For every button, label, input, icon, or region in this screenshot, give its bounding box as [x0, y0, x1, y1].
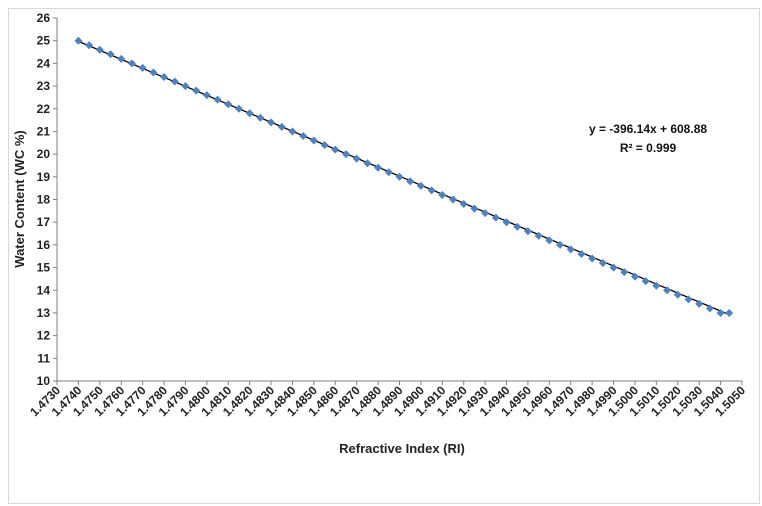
data-point [534, 231, 543, 240]
data-point [224, 100, 233, 109]
data-point [716, 308, 725, 317]
data-point [416, 181, 425, 190]
y-tick-label: 24 [37, 56, 51, 70]
data-point [288, 127, 297, 136]
data-point [138, 63, 147, 72]
trendline-equation: y = -396.14x + 608.88 [589, 122, 707, 136]
data-point [331, 145, 340, 154]
data-point [299, 131, 308, 140]
data-point [705, 304, 714, 313]
data-point [149, 68, 158, 77]
data-point [85, 41, 94, 50]
data-point [352, 154, 361, 163]
y-tick-label: 25 [37, 34, 51, 48]
data-point [491, 213, 500, 222]
data-point [427, 186, 436, 195]
data-point [374, 163, 383, 172]
y-tick-label: 10 [37, 374, 51, 388]
data-point [695, 299, 704, 308]
y-tick-label: 17 [37, 215, 51, 229]
data-point [320, 141, 329, 150]
y-tick-label: 23 [37, 79, 51, 93]
y-axis-ticks: 10 11 12 13 14 15 16 17 18 19 20 21 22 23 24 25 26 [37, 11, 57, 388]
data-point [545, 236, 554, 245]
plot-axes [56, 18, 742, 382]
data-point [127, 59, 136, 68]
data-point [470, 204, 479, 213]
data-point [309, 136, 318, 145]
y-tick-label: 21 [37, 124, 51, 138]
r-squared-label: R² = 0.999 [620, 141, 677, 155]
data-point [245, 109, 254, 118]
data-point [684, 295, 693, 304]
y-tick-label: 20 [37, 147, 51, 161]
data-point [598, 259, 607, 268]
data-point [95, 45, 104, 54]
y-tick-label: 22 [37, 102, 51, 116]
x-axis-ticks: 1.47301.47401.47501.47601.47701.47801.47… [27, 381, 748, 419]
data-point [609, 263, 618, 272]
y-tick-label: 14 [37, 283, 51, 297]
data-point [277, 122, 286, 131]
data-point [406, 177, 415, 186]
data-point [513, 222, 522, 231]
data-point [117, 54, 126, 63]
y-tick-label: 12 [37, 329, 51, 343]
data-point [181, 82, 190, 91]
chart-frame [8, 8, 760, 504]
y-tick-label: 11 [37, 351, 50, 365]
data-point [256, 113, 265, 122]
y-tick-label: 26 [37, 11, 51, 25]
y-tick-label: 13 [37, 306, 51, 320]
data-point [449, 195, 458, 204]
data-point [502, 218, 511, 227]
data-point [106, 50, 115, 59]
data-point [459, 200, 468, 209]
data-point [577, 249, 586, 258]
data-point [267, 118, 276, 127]
y-tick-label: 15 [37, 261, 51, 275]
data-point [620, 268, 629, 277]
data-point [652, 281, 661, 290]
x-axis-title: Refractive Index (RI) [339, 441, 465, 456]
data-point [523, 227, 532, 236]
data-point [192, 86, 201, 95]
data-point [160, 72, 169, 81]
data-point [641, 277, 650, 286]
data-point [630, 272, 639, 281]
data-point [363, 159, 372, 168]
data-point [202, 91, 211, 100]
data-point [384, 168, 393, 177]
y-tick-label: 19 [37, 170, 51, 184]
data-point [663, 286, 672, 295]
data-point [234, 104, 243, 113]
data-point [341, 150, 350, 159]
data-point [438, 190, 447, 199]
data-points [74, 36, 734, 317]
data-point [556, 240, 565, 249]
data-point [213, 95, 222, 104]
y-axis-title: Water Content (WC %) [12, 130, 27, 267]
y-tick-label: 18 [37, 193, 51, 207]
data-point [395, 172, 404, 181]
data-point [566, 245, 575, 254]
data-point [170, 77, 179, 86]
data-point [481, 209, 490, 218]
data-point [74, 36, 83, 45]
data-point [588, 254, 597, 263]
y-tick-label: 16 [37, 238, 51, 252]
data-point [725, 308, 734, 317]
data-point [673, 290, 682, 299]
